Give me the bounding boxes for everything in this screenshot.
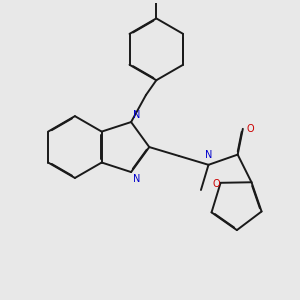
Text: O: O: [212, 179, 220, 189]
Text: N: N: [205, 150, 212, 161]
Text: N: N: [133, 110, 140, 120]
Text: N: N: [133, 174, 140, 184]
Text: O: O: [246, 124, 254, 134]
